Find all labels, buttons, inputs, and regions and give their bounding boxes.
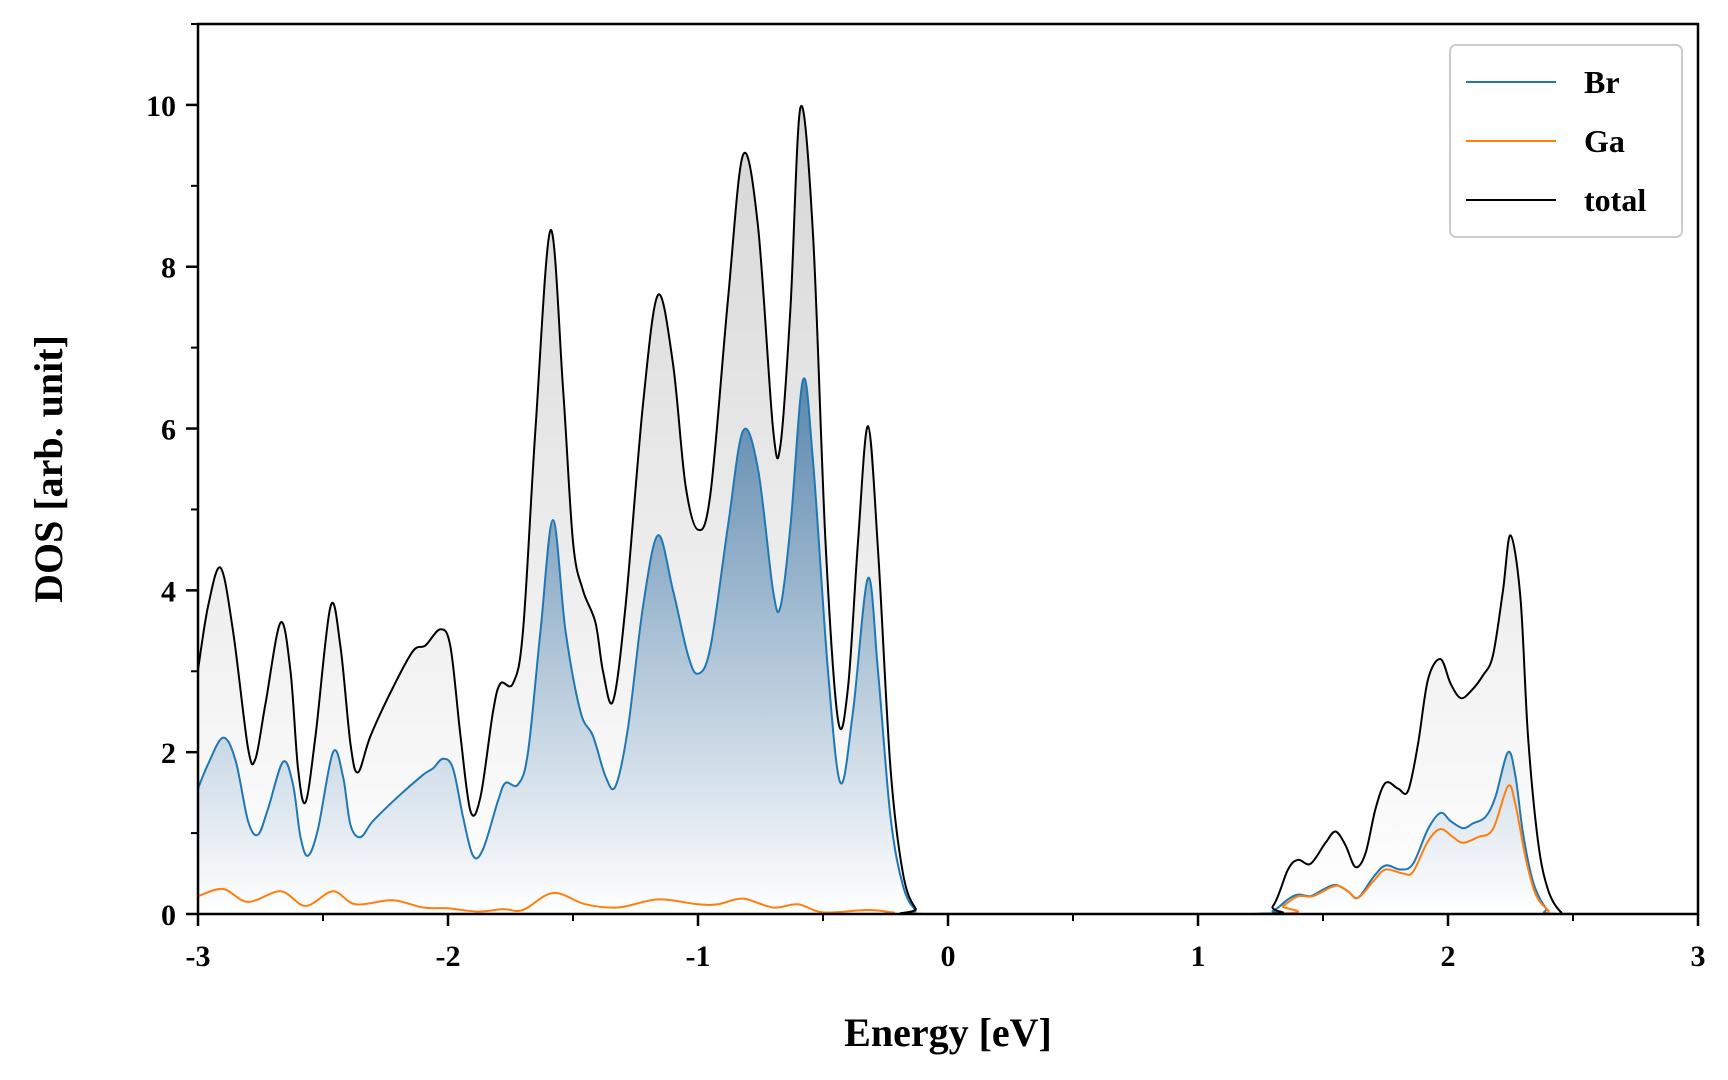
- y-axis-label: DOS [arb. unit]: [26, 335, 71, 603]
- y-axis-ticks: 0 2 4 6 8 10: [146, 23, 198, 932]
- y-tick-label: 6: [161, 414, 176, 447]
- y-tick-label: 0: [161, 899, 176, 932]
- x-tick-label: -1: [686, 940, 711, 973]
- legend-label-ga: Ga: [1584, 123, 1625, 159]
- x-tick-label: -2: [436, 940, 461, 973]
- x-tick-label: 3: [1691, 940, 1706, 973]
- series-line-br: [198, 377, 1698, 914]
- x-tick-label: 1: [1191, 940, 1206, 973]
- legend-label-br: Br: [1584, 64, 1620, 100]
- legend: Br Ga total: [1449, 44, 1683, 238]
- y-tick-label: 2: [161, 737, 176, 770]
- series-line-total: [198, 104, 1698, 914]
- y-tick-label: 4: [161, 575, 176, 608]
- legend-label-total: total: [1584, 182, 1646, 218]
- series-line-ga: [198, 784, 1698, 914]
- legend-box: [1449, 44, 1683, 238]
- x-tick-label: 0: [941, 940, 956, 973]
- area-fills: [198, 105, 1698, 914]
- x-tick-label: -3: [186, 940, 211, 973]
- area-fill-br: [198, 378, 1698, 914]
- x-axis-ticks: -3 -2 -1 0 1 2 3: [186, 914, 1706, 973]
- x-tick-label: 2: [1441, 940, 1456, 973]
- x-axis-label: Energy [eV]: [844, 1010, 1052, 1055]
- series-lines: [198, 104, 1698, 914]
- y-tick-label: 8: [161, 252, 176, 285]
- y-tick-label: 10: [146, 90, 176, 123]
